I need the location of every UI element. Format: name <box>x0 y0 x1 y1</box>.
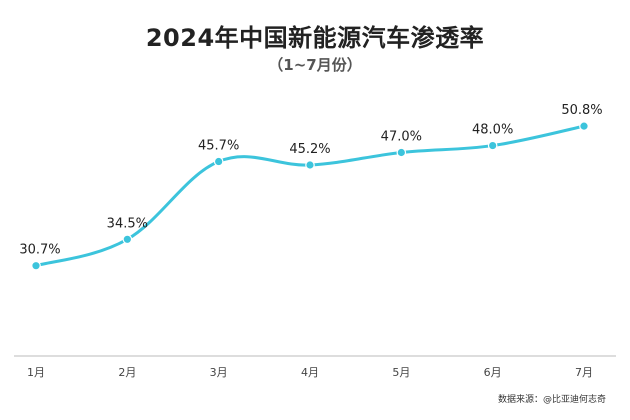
data-point <box>213 156 224 167</box>
data-label: 30.7% <box>19 243 60 258</box>
data-label: 45.7% <box>198 139 239 154</box>
data-point <box>31 260 41 271</box>
x-tick-label: 1月 <box>27 366 45 379</box>
data-label: 34.5% <box>107 216 148 231</box>
x-tick-label: 2月 <box>118 366 136 379</box>
data-point <box>487 140 498 151</box>
x-tick-label: 5月 <box>392 366 410 379</box>
data-point <box>122 234 133 245</box>
x-tick-label: 4月 <box>301 366 319 379</box>
data-point <box>305 160 315 170</box>
data-point <box>579 121 589 131</box>
chart-subtitle: （1~7月份） <box>268 56 362 74</box>
x-tick-label: 3月 <box>210 366 228 379</box>
data-label: 47.0% <box>381 130 422 145</box>
data-label: 48.0% <box>472 123 513 138</box>
data-label: 45.2% <box>289 142 330 157</box>
x-tick-label: 6月 <box>484 366 502 379</box>
x-tick-label: 7月 <box>575 366 593 379</box>
data-point <box>396 147 407 158</box>
data-source: 数据来源：@比亚迪何志奇 <box>497 395 606 405</box>
data-label: 50.8% <box>561 103 602 118</box>
chart-title: 2024年中国新能源汽车渗透率 <box>145 24 485 52</box>
